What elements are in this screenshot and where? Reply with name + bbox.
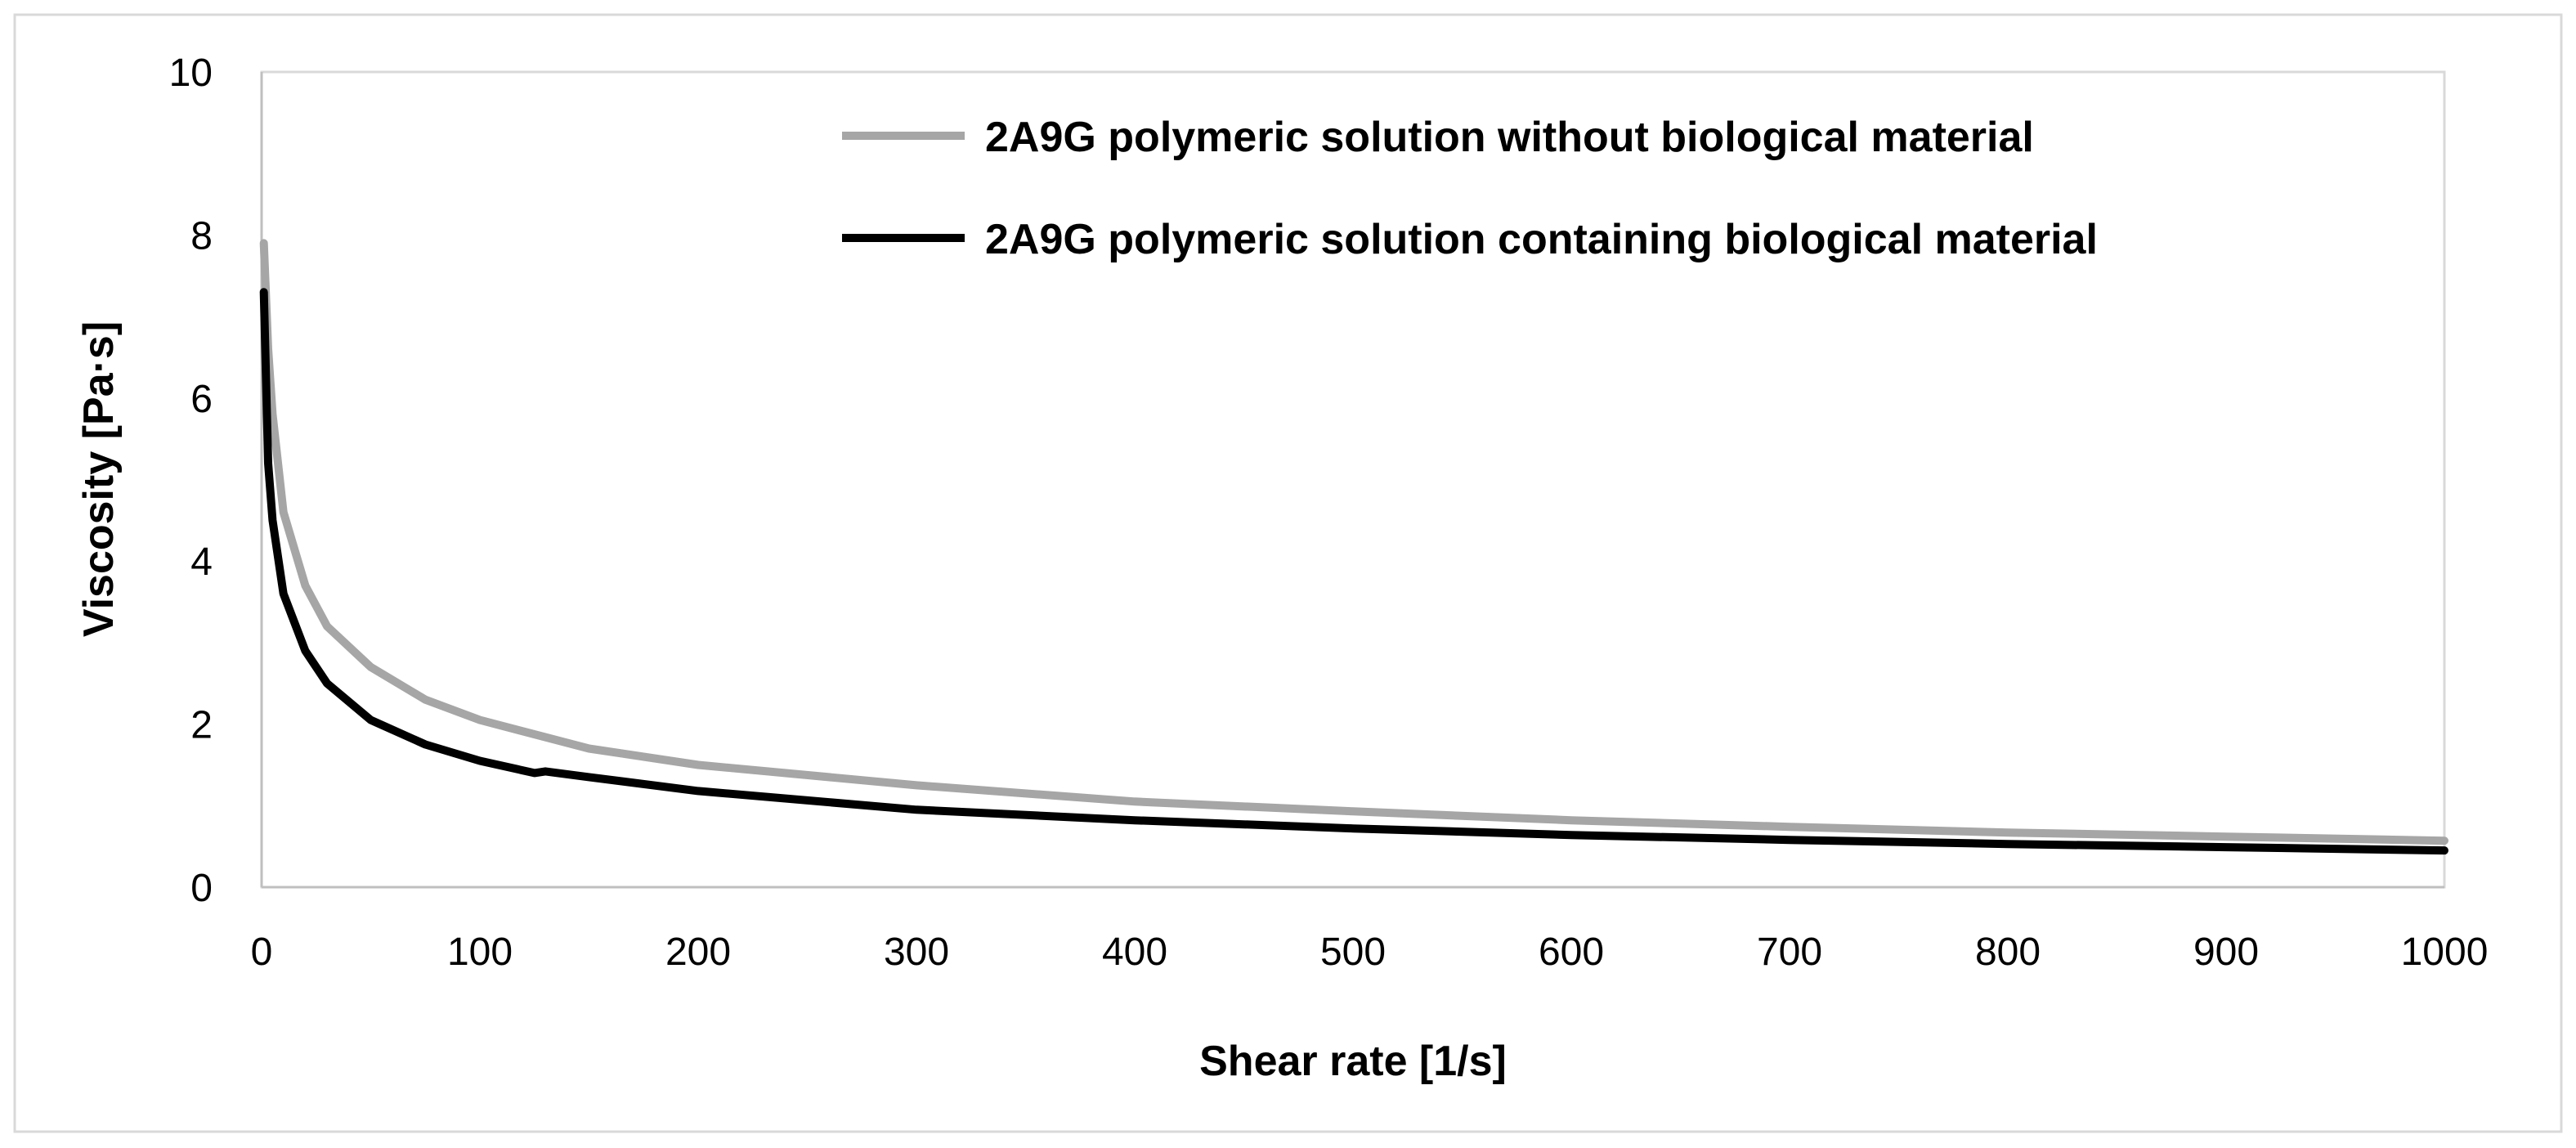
x-tick-label: 700	[1757, 931, 1822, 974]
x-tick-label: 0	[251, 931, 273, 974]
series-lines	[259, 239, 2448, 855]
y-axis-title: Viscosity [Pa·s]	[75, 321, 123, 637]
legend-label-2: 2A9G polymeric solution containing biolo…	[985, 216, 2098, 263]
x-tick-label: 300	[884, 931, 949, 974]
y-tick-label: 8	[190, 214, 213, 258]
y-tick-label: 6	[190, 378, 213, 421]
x-tick-labels: 0 100 200 300 400 500 600 700 800 900 1000	[251, 931, 2489, 974]
y-tick-label: 4	[190, 540, 213, 584]
y-tick-label: 2	[190, 704, 213, 747]
x-tick-label: 500	[1320, 931, 1386, 974]
series-line-2	[259, 288, 2448, 855]
legend: 2A9G polymeric solution without biologic…	[842, 114, 2098, 263]
x-tick-label: 100	[447, 931, 513, 974]
chart-border	[13, 13, 2563, 1133]
x-tick-label: 1000	[2401, 931, 2489, 974]
legend-label-1: 2A9G polymeric solution without biologic…	[985, 114, 2034, 161]
x-axis-title: Shear rate [1/s]	[1199, 1038, 1507, 1085]
x-tick-label: 600	[1539, 931, 1604, 974]
y-tick-label: 0	[190, 867, 213, 910]
y-tick-labels: 0 2 4 6 8 10	[169, 52, 213, 910]
x-tick-label: 400	[1102, 931, 1167, 974]
y-tick-label: 10	[169, 52, 213, 95]
series-line-1	[259, 239, 2448, 845]
x-tick-label: 200	[665, 931, 731, 974]
x-tick-label: 800	[1975, 931, 2041, 974]
x-tick-label: 900	[2193, 931, 2259, 974]
